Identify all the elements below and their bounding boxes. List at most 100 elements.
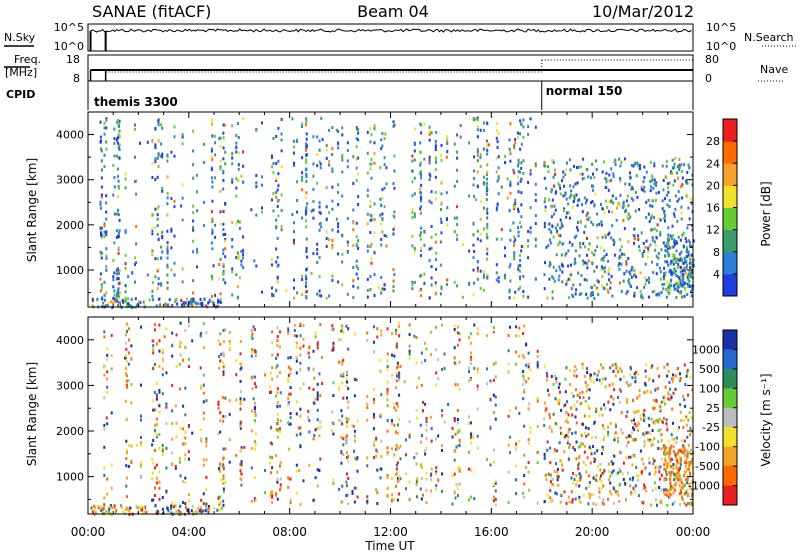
colorbar-tick-label: -1000 bbox=[688, 480, 720, 493]
data-point bbox=[666, 362, 669, 366]
data-point bbox=[439, 292, 442, 296]
data-point bbox=[381, 212, 384, 216]
data-point bbox=[669, 459, 672, 463]
data-point bbox=[353, 394, 356, 398]
data-point bbox=[558, 234, 560, 237]
data-point bbox=[496, 202, 499, 206]
data-point bbox=[661, 420, 664, 424]
data-point bbox=[647, 246, 650, 250]
data-point bbox=[108, 510, 110, 514]
data-point bbox=[341, 324, 344, 328]
data-point bbox=[117, 277, 119, 281]
data-point bbox=[345, 384, 348, 388]
data-point bbox=[184, 481, 187, 485]
data-point bbox=[528, 488, 531, 492]
data-point bbox=[517, 207, 519, 211]
data-point bbox=[683, 266, 686, 270]
data-point bbox=[652, 443, 655, 447]
data-point bbox=[662, 241, 665, 245]
data-point bbox=[476, 154, 479, 158]
data-point bbox=[118, 135, 121, 139]
data-point bbox=[119, 504, 122, 508]
data-point bbox=[664, 197, 666, 201]
data-point bbox=[523, 495, 526, 499]
data-point bbox=[629, 373, 632, 377]
data-point bbox=[105, 147, 108, 151]
data-point bbox=[218, 366, 221, 370]
data-point bbox=[654, 248, 657, 252]
data-point bbox=[686, 468, 689, 472]
data-point bbox=[643, 246, 646, 250]
data-point bbox=[117, 292, 119, 296]
data-point bbox=[683, 454, 686, 458]
data-point bbox=[366, 418, 369, 422]
data-point bbox=[520, 215, 523, 219]
data-point bbox=[222, 351, 225, 355]
data-point bbox=[663, 488, 665, 492]
data-point bbox=[217, 339, 220, 343]
data-point bbox=[211, 300, 214, 304]
data-point bbox=[271, 366, 274, 370]
data-point bbox=[211, 158, 214, 162]
data-point bbox=[558, 382, 561, 386]
data-point bbox=[135, 261, 138, 264]
data-point bbox=[615, 472, 618, 476]
data-point bbox=[105, 268, 108, 272]
data-point bbox=[494, 375, 497, 379]
data-point bbox=[546, 493, 549, 497]
data-point bbox=[626, 290, 629, 294]
data-point bbox=[117, 133, 120, 137]
data-point bbox=[289, 416, 292, 420]
data-point bbox=[383, 234, 386, 237]
data-point bbox=[239, 390, 242, 394]
data-point bbox=[591, 184, 594, 188]
data-point bbox=[144, 506, 147, 510]
data-point bbox=[239, 422, 242, 426]
data-point bbox=[341, 154, 344, 157]
data-point bbox=[395, 371, 398, 375]
data-point bbox=[103, 235, 106, 239]
data-point bbox=[332, 341, 335, 345]
data-point bbox=[211, 180, 214, 184]
data-point bbox=[181, 183, 184, 187]
data-point bbox=[405, 453, 407, 457]
data-point bbox=[610, 178, 613, 182]
data-point bbox=[316, 164, 319, 168]
data-point bbox=[253, 382, 256, 386]
data-point bbox=[386, 398, 389, 402]
data-point bbox=[473, 323, 476, 327]
data-point bbox=[673, 165, 676, 169]
data-point bbox=[485, 177, 488, 181]
data-point bbox=[568, 278, 571, 281]
data-point bbox=[605, 171, 608, 175]
data-point bbox=[289, 367, 292, 371]
data-point bbox=[567, 420, 569, 424]
data-point bbox=[619, 367, 622, 371]
data-point bbox=[375, 488, 378, 492]
data-point bbox=[289, 356, 292, 359]
data-point bbox=[637, 234, 640, 238]
data-point bbox=[557, 402, 560, 406]
data-point bbox=[211, 134, 214, 138]
data-point bbox=[549, 461, 552, 465]
data-point bbox=[520, 245, 523, 248]
data-point bbox=[182, 358, 185, 362]
data-point bbox=[117, 296, 120, 300]
data-point bbox=[105, 140, 108, 144]
data-point bbox=[239, 424, 242, 428]
data-point bbox=[276, 391, 279, 395]
data-point bbox=[656, 503, 658, 507]
data-point bbox=[200, 439, 203, 443]
data-point bbox=[656, 367, 659, 371]
data-point bbox=[595, 407, 598, 411]
data-point bbox=[599, 468, 602, 472]
data-point bbox=[666, 280, 669, 284]
data-point bbox=[272, 162, 275, 166]
data-point bbox=[688, 461, 691, 465]
data-point bbox=[117, 124, 120, 128]
data-point bbox=[105, 254, 108, 258]
data-point bbox=[690, 197, 693, 201]
data-point bbox=[558, 240, 561, 244]
data-point bbox=[659, 428, 662, 432]
data-point bbox=[476, 407, 479, 411]
